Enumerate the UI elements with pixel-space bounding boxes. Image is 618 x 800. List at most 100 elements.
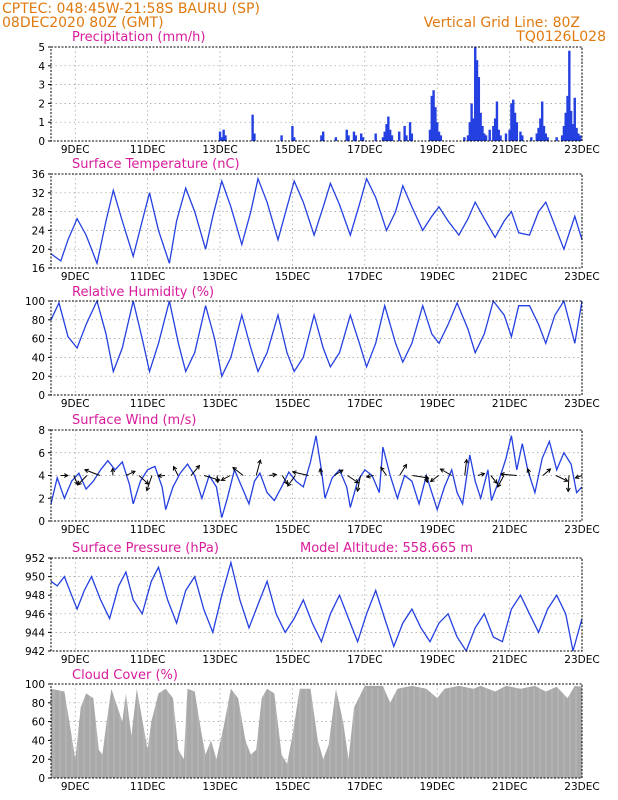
wind-arrow-1 [73, 475, 79, 485]
precip-bar-77 [569, 110, 573, 141]
wind-xtick-5: 19DEC [420, 524, 455, 536]
precip-xtick-7: 23DEC [564, 144, 599, 156]
precip-bar-67 [540, 101, 544, 141]
pres-ytick-0: 942 [25, 646, 45, 658]
pres-ytick-2: 946 [25, 609, 45, 621]
wind-arrow-35 [500, 473, 517, 476]
precip-bar-54 [499, 135, 502, 141]
rh-series-line [50, 299, 583, 379]
wind-arrow-15 [255, 459, 261, 476]
rh-ytick-3: 60 [32, 334, 45, 346]
wind-arrow-24 [366, 475, 374, 478]
temp-xtick-1: 11DEC [130, 271, 165, 283]
precip-bar-14 [352, 131, 356, 141]
wind-arrow-22 [347, 475, 359, 484]
precip-bar-80 [575, 127, 578, 141]
wind-arrow-head-35 [499, 472, 505, 477]
wind-arrow-head-40 [574, 474, 580, 479]
precip-bar-23 [388, 129, 392, 141]
wind-arrow-head-31 [463, 458, 469, 464]
precip-bar-39 [468, 122, 471, 141]
precip-bar-73 [562, 125, 566, 141]
model-altitude-label: Model Altitude: 558.665 m [300, 541, 473, 556]
wind-arrow-head-4 [110, 467, 116, 473]
precip-bar-75 [566, 95, 569, 141]
rh-frame [50, 300, 583, 396]
wind-arrow-39 [567, 475, 570, 492]
temp-ytick-2: 24 [32, 225, 46, 237]
temp-ytick-5: 36 [32, 169, 46, 181]
rh-ytick-5: 100 [25, 296, 45, 308]
precip-bar-34 [436, 122, 439, 141]
precip-bar-65 [537, 127, 540, 141]
cloud-cover-area [51, 685, 582, 778]
cloud-ytick-3: 60 [32, 717, 45, 729]
precip-bar-36 [439, 135, 443, 141]
rh-ytick-1: 20 [32, 371, 45, 383]
wind-arrow-head-28 [424, 478, 429, 484]
pressure-title: Surface Pressure (hPa) [72, 541, 219, 556]
wind-arrow-head-10 [195, 464, 201, 470]
precip-bar-13 [347, 135, 350, 141]
precip-bar-58 [512, 99, 515, 141]
temp-xtick-4: 17DEC [347, 271, 382, 283]
wind-arrow-head-37 [546, 468, 552, 473]
wind-arrow-6 [138, 475, 149, 485]
rh-xtick-2: 13DEC [202, 398, 237, 410]
precip-bar-48 [484, 135, 488, 141]
temperature-title: Surface Temperature (nC) [72, 157, 240, 172]
precip-bar-51 [493, 118, 497, 141]
cloud-ytick-5: 100 [25, 679, 45, 691]
wind-arrow-head-8 [156, 473, 162, 479]
precip-bar-18 [374, 133, 377, 141]
wind-arrow-34 [497, 475, 505, 488]
precip-bar-21 [385, 124, 388, 141]
pres-ytick-5: 952 [25, 553, 45, 565]
wind-arrow-head-24 [365, 473, 371, 479]
precip-bar-37 [463, 137, 466, 141]
temp-xtick-7: 23DEC [564, 271, 599, 283]
wind-arrow-7 [146, 475, 153, 491]
precip-bar-64 [535, 133, 538, 141]
wind-ytick-3: 6 [38, 448, 45, 460]
pres-xtick-2: 13DEC [202, 654, 237, 666]
wind-xtick-1: 11DEC [130, 524, 165, 536]
rh-xtick-0: 9DEC [61, 398, 90, 410]
wind-xtick-6: 21DEC [492, 524, 527, 536]
pres-xtick-4: 17DEC [347, 654, 382, 666]
cloud-frame [50, 683, 583, 779]
header-location: CPTEC: 048:45W-21:58S BAURU (SP) [2, 1, 260, 17]
temp-xtick-6: 21DEC [492, 271, 527, 283]
cloud-xtick-5: 19DEC [420, 781, 455, 793]
precip-ytick-1: 1 [38, 117, 45, 129]
precip-bar-55 [504, 133, 508, 141]
wind-arrow-head-22 [354, 478, 360, 484]
precip-bar-74 [564, 112, 567, 141]
precip-bar-72 [560, 135, 564, 141]
wind-arrow-head-38 [563, 477, 569, 482]
precip-bar-6 [280, 135, 283, 141]
precip-bar-9 [320, 135, 323, 141]
wind-arrow-5 [125, 470, 136, 476]
temp-xtick-5: 19DEC [420, 271, 455, 283]
wind-title: Surface Wind (m/s) [72, 413, 196, 428]
precip-bar-61 [519, 131, 522, 141]
precip-bar-82 [578, 135, 582, 141]
wind-frame [50, 429, 583, 522]
wind-arrow-13 [221, 475, 231, 481]
header-grid-line: Vertical Grid Line: 80Z [424, 15, 580, 31]
precip-xtick-6: 21DEC [492, 144, 527, 156]
wind-arrow-head-15 [257, 459, 262, 465]
wind-arrow-head-32 [480, 472, 486, 477]
precip-bar-41 [472, 118, 475, 141]
precip-bar-4 [251, 114, 254, 141]
cloud-xtick-1: 11DEC [130, 781, 165, 793]
wind-arrow-25 [380, 467, 387, 476]
wind-arrow-head-13 [220, 476, 226, 481]
temp-ytick-0: 16 [32, 263, 46, 275]
precip-bar-68 [542, 125, 546, 141]
rh-xtick-7: 23DEC [564, 398, 599, 410]
wind-series-line [50, 435, 583, 518]
precip-bar-70 [546, 137, 549, 141]
